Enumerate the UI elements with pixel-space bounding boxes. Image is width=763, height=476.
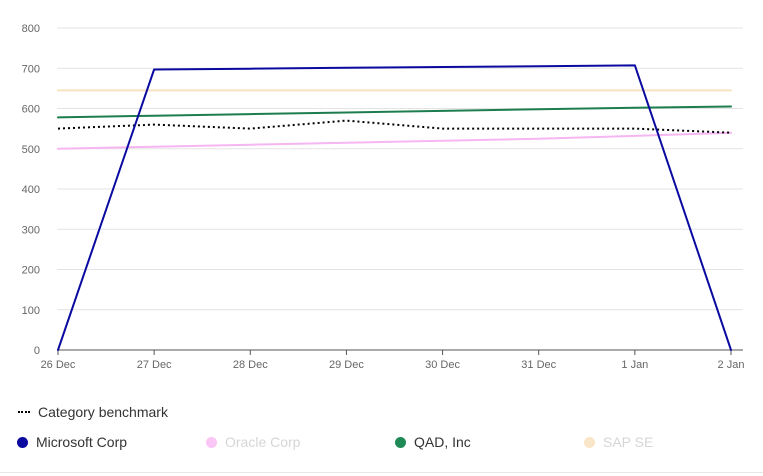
- legend-item-qad-inc[interactable]: QAD, Inc: [395, 432, 471, 452]
- circle-icon: [206, 436, 217, 448]
- x-tick-label: 26 Dec: [41, 359, 76, 371]
- y-tick-label: 400: [22, 184, 40, 196]
- legend-item-oracle-corp[interactable]: Oracle Corp: [206, 432, 300, 452]
- legend-item-sap-se[interactable]: SAP SE: [584, 432, 653, 452]
- line-chart: 0 100 200 300 400 500 600 700 800 26 Dec 27 Dec 28…: [22, 23, 745, 371]
- x-tick-label: 1 Jan: [621, 359, 648, 371]
- y-tick-label: 0: [34, 345, 40, 357]
- y-tick-label: 100: [22, 305, 40, 317]
- circle-icon: [395, 436, 406, 448]
- x-tick-label: 27 Dec: [137, 359, 172, 371]
- x-tick-label: 29 Dec: [329, 359, 364, 371]
- legend-item-microsoft-corp[interactable]: Microsoft Corp: [17, 432, 127, 452]
- legend-row-companies: Microsoft Corp Oracle Corp QAD, Inc SAP …: [0, 432, 763, 452]
- y-tick-label: 300: [22, 224, 40, 236]
- series-line-oracle-corp: [57, 131, 732, 150]
- legend-label: Category benchmark: [38, 404, 168, 420]
- y-tick-label: 500: [22, 144, 40, 156]
- legend-label: QAD, Inc: [414, 434, 471, 450]
- legend-label: SAP SE: [603, 434, 654, 450]
- legend-row-benchmark: Category benchmark: [0, 402, 763, 422]
- bottom-divider: [0, 472, 763, 473]
- series-lines: [57, 64, 732, 351]
- circle-icon: [584, 436, 595, 448]
- y-tick-label: 200: [22, 265, 40, 277]
- series-line-microsoft-corp: [57, 64, 732, 351]
- y-axis: 0 100 200 300 400 500 600 700 800: [22, 23, 40, 357]
- dotted-line-icon: [18, 411, 30, 413]
- legend-label: Oracle Corp: [225, 434, 301, 450]
- legend-label: Microsoft Corp: [36, 434, 128, 450]
- x-tick-label: 28 Dec: [233, 359, 268, 371]
- x-tick-label: 31 Dec: [521, 359, 556, 371]
- y-tick-label: 700: [22, 63, 40, 75]
- legend-item-category-benchmark[interactable]: Category benchmark: [18, 402, 168, 422]
- y-tick-label: 600: [22, 104, 40, 116]
- gridlines: [57, 27, 743, 351]
- y-tick-label: 800: [22, 23, 40, 35]
- legend: Category benchmark Microsoft Corp Oracle…: [0, 398, 763, 468]
- circle-icon: [17, 436, 28, 448]
- series-line-category-benchmark: [57, 119, 732, 134]
- x-tick-label: 2 Jan: [718, 359, 745, 371]
- x-tick-label: 30 Dec: [425, 359, 460, 371]
- series-line-qad-inc: [57, 105, 732, 119]
- x-axis: 26 Dec 27 Dec 28 Dec 29 Dec 30 Dec 31 Dec 1 Ja…: [41, 350, 745, 371]
